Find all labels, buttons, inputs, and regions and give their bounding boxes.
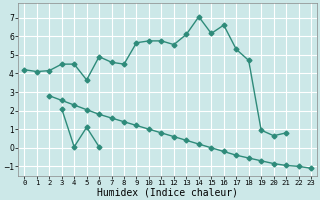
- X-axis label: Humidex (Indice chaleur): Humidex (Indice chaleur): [97, 187, 238, 197]
